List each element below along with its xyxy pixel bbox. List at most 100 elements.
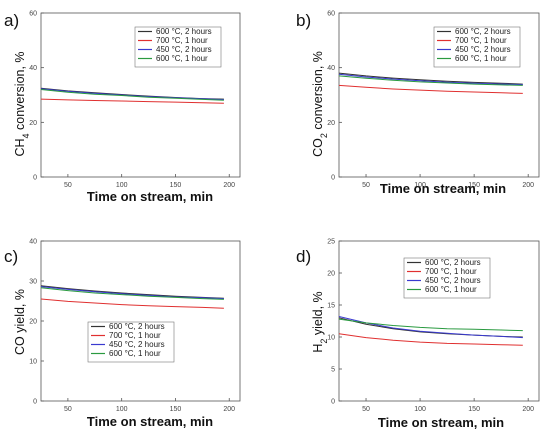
series-line-4	[40, 287, 224, 300]
series-line-2	[40, 298, 224, 309]
y-tick-label: 0	[33, 175, 37, 182]
series-line-3	[40, 286, 224, 300]
x-tick-label: 50	[64, 182, 72, 189]
series-line-1	[40, 285, 224, 299]
x-tick-label: 100	[414, 182, 426, 189]
legend-entry: 600 °C, 1 hour	[455, 54, 507, 63]
y-tick-label: 40	[327, 65, 335, 72]
series-line-2	[40, 98, 224, 104]
y-tick-label: 60	[29, 11, 37, 18]
y-tick-label: 10	[29, 359, 37, 366]
y-tick-label: 0	[33, 399, 37, 406]
x-tick-label: 50	[64, 406, 72, 413]
legend-entry: 700 °C, 1 hour	[109, 331, 161, 340]
legend-entry: 600 °C, 2 hours	[156, 27, 212, 36]
x-tick-label: 200	[522, 406, 534, 413]
y-tick-label: 0	[331, 399, 335, 406]
legend-box	[134, 26, 222, 68]
y-axis-label: CO2 conversion, %	[311, 51, 329, 157]
series-line-4	[40, 89, 224, 101]
y-tick-label: 25	[327, 239, 335, 246]
y-axis-label-subscript: 2	[319, 133, 329, 138]
x-axis-label: Time on stream, min	[87, 189, 213, 204]
y-tick-label: 5	[331, 367, 335, 374]
series-line-3	[338, 316, 523, 339]
y-tick-label: 15	[327, 303, 335, 310]
x-tick-label: 200	[223, 406, 235, 413]
y-axis-label-part: yield, %	[311, 291, 325, 338]
x-tick-label: 50	[362, 182, 370, 189]
series-line-4	[338, 75, 523, 86]
x-tick-label: 200	[522, 182, 534, 189]
y-tick-label: 60	[327, 11, 335, 18]
x-tick-label: 150	[468, 406, 480, 413]
y-axis-label-part: CO	[311, 138, 325, 157]
legend-entry: 450 °C, 2 hours	[156, 45, 212, 54]
legend-entry: 450 °C, 2 hours	[455, 45, 511, 54]
legend-entry: 450 °C, 2 hours	[425, 276, 481, 285]
plot-frame	[338, 240, 540, 402]
y-tick-label: 10	[327, 335, 335, 342]
panel-label: d)	[296, 247, 311, 266]
y-tick-label: 40	[29, 65, 37, 72]
x-tick-label: 100	[116, 182, 128, 189]
x-axis-label: Time on stream, min	[87, 414, 213, 429]
x-tick-label: 100	[414, 406, 426, 413]
legend-entry: 700 °C, 1 hour	[455, 36, 507, 45]
x-axis-label: Time on stream, min	[380, 181, 506, 196]
y-axis-label: H2 yield, %	[311, 291, 329, 352]
series-line-1	[40, 87, 224, 100]
x-tick-label: 150	[170, 406, 182, 413]
y-axis-label: CH4 conversion, %	[13, 51, 31, 156]
y-tick-label: 40	[29, 239, 37, 246]
plot-frame	[338, 12, 540, 178]
panel-d: 50 100 150 200 0 5 10 15 20 25 600 °C, 2 hours700 …	[296, 239, 540, 430]
legend-entry: 600 °C, 1 hour	[156, 54, 208, 63]
legend-box	[87, 321, 175, 363]
y-axis-label-part: CO yield, %	[13, 289, 27, 355]
series-line-1	[338, 72, 523, 85]
x-tick-label: 50	[362, 406, 370, 413]
plot-frame	[40, 240, 241, 402]
legend-entry: 700 °C, 1 hour	[425, 267, 477, 276]
legend-entry: 600 °C, 1 hour	[109, 349, 161, 358]
y-tick-label: 20	[327, 271, 335, 278]
y-tick-label: 20	[327, 120, 335, 127]
x-tick-label: 150	[170, 182, 182, 189]
y-axis-label-part: conversion, %	[13, 51, 27, 133]
legend-entry: 700 °C, 1 hour	[156, 36, 208, 45]
legend-box	[403, 257, 491, 299]
y-axis-label-subscript: 4	[21, 133, 31, 138]
y-tick-label: 20	[29, 120, 37, 127]
x-axis-label: Time on stream, min	[378, 415, 504, 430]
y-axis-label-part: CH	[13, 138, 27, 156]
x-tick-label: 100	[116, 406, 128, 413]
panel-label: a)	[4, 11, 19, 30]
legend-entry: 600 °C, 2 hours	[425, 258, 481, 267]
panel-label: b)	[296, 11, 311, 30]
legend-box	[433, 26, 521, 68]
y-axis-label-part: H	[311, 344, 325, 353]
y-axis-label: CO yield, %	[13, 289, 27, 355]
legend-entry: 600 °C, 1 hour	[425, 285, 477, 294]
legend-entry: 450 °C, 2 hours	[109, 340, 165, 349]
series-line-2	[338, 333, 523, 346]
series-line-1	[338, 317, 523, 338]
legend-entry: 600 °C, 2 hours	[109, 322, 165, 331]
legend-entry: 600 °C, 2 hours	[455, 27, 511, 36]
y-axis-label-subscript: 2	[319, 339, 329, 344]
y-tick-label: 0	[331, 175, 335, 182]
x-tick-label: 200	[223, 182, 235, 189]
y-tick-label: 30	[29, 279, 37, 286]
series-line-4	[338, 318, 523, 332]
series-line-3	[338, 73, 523, 86]
series-line-2	[338, 84, 523, 94]
